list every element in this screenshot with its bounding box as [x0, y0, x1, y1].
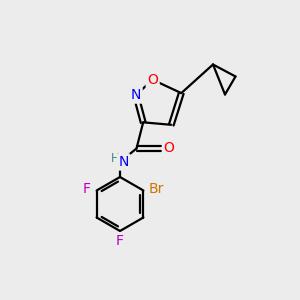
Text: F: F — [83, 182, 91, 196]
Text: H: H — [111, 152, 120, 165]
Text: F: F — [116, 234, 124, 248]
Text: O: O — [164, 142, 174, 155]
Text: O: O — [147, 73, 158, 87]
Text: Br: Br — [148, 182, 164, 196]
Text: N: N — [131, 88, 141, 102]
Text: N: N — [118, 155, 129, 169]
